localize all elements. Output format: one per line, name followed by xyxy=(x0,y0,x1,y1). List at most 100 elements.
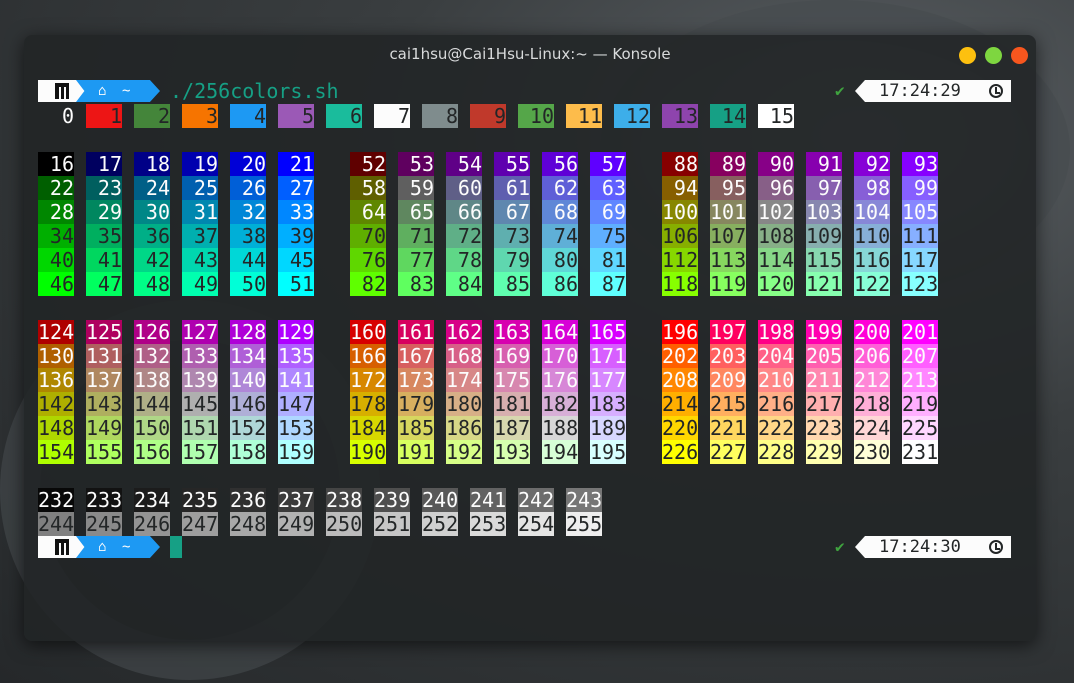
color-swatch: 205 xyxy=(806,344,843,368)
color-swatch: 132 xyxy=(134,344,171,368)
color-swatch: 244 xyxy=(38,512,75,536)
clock-icon xyxy=(989,540,1003,554)
color-swatch: 42 xyxy=(134,248,170,272)
color-swatch: 108 xyxy=(758,224,795,248)
color-swatch: 220 xyxy=(662,416,699,440)
color-swatch: 68 xyxy=(542,200,578,224)
prompt-line: ⌂ ~ ./256colors.sh ✔ 17:24:29 xyxy=(24,79,1036,103)
color-swatch: 63 xyxy=(590,176,626,200)
color-swatch: 118 xyxy=(662,272,699,296)
color-swatch: 15 xyxy=(758,104,794,128)
color-swatch: 235 xyxy=(182,488,219,512)
color-swatch: 87 xyxy=(590,272,626,296)
color-swatch: 190 xyxy=(350,440,387,464)
color-swatch: 76 xyxy=(350,248,386,272)
color-swatch: 232 xyxy=(38,488,75,512)
color-swatch: 25 xyxy=(182,176,218,200)
color-swatch: 163 xyxy=(494,320,531,344)
color-swatch: 116 xyxy=(854,248,891,272)
color-swatch: 130 xyxy=(38,344,75,368)
color-swatch: 143 xyxy=(86,392,123,416)
color-swatch: 35 xyxy=(86,224,122,248)
color-swatch: 144 xyxy=(134,392,171,416)
color-swatch: 121 xyxy=(806,272,843,296)
color-swatch: 71 xyxy=(398,224,434,248)
color-swatch: 224 xyxy=(854,416,891,440)
color-swatch: 187 xyxy=(494,416,531,440)
color-swatch: 139 xyxy=(182,368,219,392)
color-swatch: 55 xyxy=(494,152,530,176)
color-swatch: 135 xyxy=(278,344,315,368)
time-display: 17:24:30 xyxy=(879,537,961,557)
color-swatch: 40 xyxy=(38,248,74,272)
color-swatch: 210 xyxy=(758,368,795,392)
color-swatch: 194 xyxy=(542,440,579,464)
color-swatch: 129 xyxy=(278,320,315,344)
color-swatch: 236 xyxy=(230,488,267,512)
home-icon: ⌂ xyxy=(98,539,107,555)
color-swatch: 208 xyxy=(662,368,699,392)
color-swatch: 226 xyxy=(662,440,699,464)
color-swatch: 147 xyxy=(278,392,315,416)
color-swatch: 161 xyxy=(398,320,435,344)
close-button[interactable] xyxy=(1011,47,1028,64)
color-swatch: 248 xyxy=(230,512,267,536)
color-swatch: 131 xyxy=(86,344,123,368)
color-swatch: 114 xyxy=(758,248,795,272)
prompt-dir: ~ xyxy=(122,539,131,555)
color-swatch: 0 xyxy=(38,104,74,128)
color-swatch: 36 xyxy=(134,224,170,248)
color-swatch: 148 xyxy=(38,416,75,440)
color-swatch: 20 xyxy=(230,152,266,176)
color-swatch: 159 xyxy=(278,440,315,464)
color-swatch: 142 xyxy=(38,392,75,416)
color-swatch: 98 xyxy=(854,176,890,200)
color-swatch: 115 xyxy=(806,248,843,272)
prompt-logo-segment xyxy=(38,80,88,102)
color-swatch: 50 xyxy=(230,272,266,296)
color-swatch: 228 xyxy=(758,440,795,464)
color-swatch: 200 xyxy=(854,320,891,344)
color-swatch: 173 xyxy=(398,368,435,392)
color-swatch: 85 xyxy=(494,272,530,296)
color-swatch: 166 xyxy=(350,344,387,368)
prompt-line: ⌂ ~ ✔ 17:24:30 xyxy=(24,536,1036,558)
color-swatch: 231 xyxy=(902,440,939,464)
color-swatch: 250 xyxy=(326,512,363,536)
color-swatch: 13 xyxy=(662,104,698,128)
color-swatch: 157 xyxy=(182,440,219,464)
color-swatch: 219 xyxy=(902,392,939,416)
color-swatch: 204 xyxy=(758,344,795,368)
maximize-button[interactable] xyxy=(985,47,1002,64)
color-swatch: 171 xyxy=(590,344,627,368)
color-swatch: 151 xyxy=(182,416,219,440)
right-prompt: ✔ 17:24:29 xyxy=(835,80,1011,102)
color-swatch: 179 xyxy=(398,392,435,416)
color-swatch: 48 xyxy=(134,272,170,296)
color-swatch: 241 xyxy=(470,488,507,512)
color-swatch: 177 xyxy=(590,368,627,392)
color-swatch: 32 xyxy=(230,200,266,224)
color-swatch: 213 xyxy=(902,368,939,392)
color-swatch: 203 xyxy=(710,344,747,368)
color-swatch: 183 xyxy=(590,392,627,416)
color-swatch: 199 xyxy=(806,320,843,344)
color-swatch: 95 xyxy=(710,176,746,200)
prompt-dir-segment: ⌂ ~ xyxy=(76,80,160,102)
color-swatch: 229 xyxy=(806,440,843,464)
color-swatch: 16 xyxy=(38,152,74,176)
color-swatch: 86 xyxy=(542,272,578,296)
color-swatch: 101 xyxy=(710,200,747,224)
color-swatch: 211 xyxy=(806,368,843,392)
color-swatch: 78 xyxy=(446,248,482,272)
color-swatch: 160 xyxy=(350,320,387,344)
color-swatch: 5 xyxy=(278,104,314,128)
color-swatch: 117 xyxy=(902,248,939,272)
color-swatch: 84 xyxy=(446,272,482,296)
color-swatch: 124 xyxy=(38,320,75,344)
color-swatch: 168 xyxy=(446,344,483,368)
color-swatch: 212 xyxy=(854,368,891,392)
minimize-button[interactable] xyxy=(959,47,976,64)
color-swatch: 27 xyxy=(278,176,314,200)
color-swatch: 254 xyxy=(518,512,555,536)
